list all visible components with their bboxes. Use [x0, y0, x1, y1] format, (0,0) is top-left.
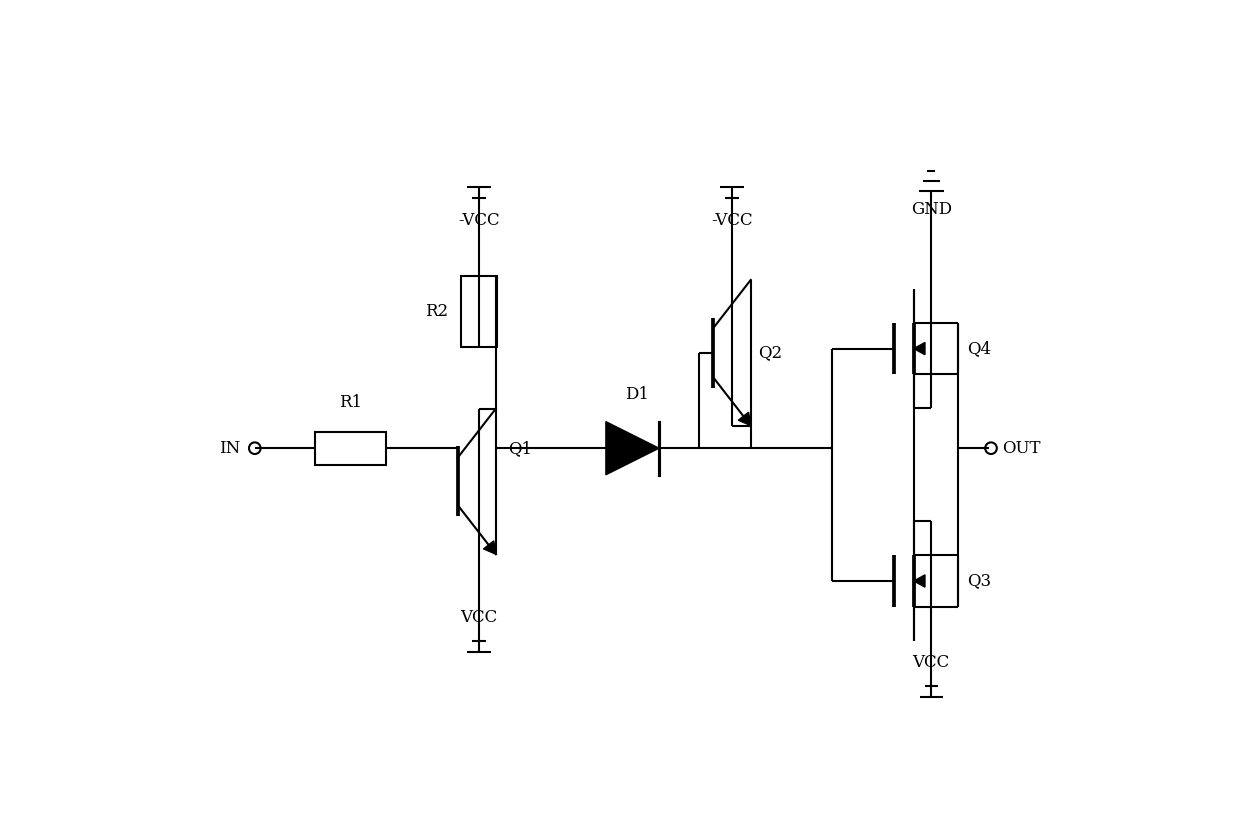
Text: Q4: Q4 [967, 340, 992, 357]
Polygon shape [914, 575, 925, 587]
Text: R1: R1 [339, 394, 362, 411]
Polygon shape [606, 422, 658, 475]
Polygon shape [484, 541, 496, 554]
Text: Q2: Q2 [759, 344, 782, 361]
Text: R2: R2 [425, 303, 448, 320]
Text: -VCC: -VCC [712, 212, 753, 229]
Polygon shape [914, 343, 925, 354]
Text: -VCC: -VCC [458, 212, 500, 229]
Text: D1: D1 [625, 387, 649, 403]
Text: GND: GND [910, 201, 952, 217]
Text: Q3: Q3 [967, 573, 992, 589]
Text: IN: IN [218, 440, 239, 457]
Polygon shape [738, 413, 750, 426]
Bar [460, 276, 497, 347]
Text: VCC: VCC [913, 655, 950, 671]
Text: Q1: Q1 [508, 440, 532, 457]
Text: OUT: OUT [1002, 440, 1040, 457]
Text: VCC: VCC [460, 609, 497, 626]
Bar [315, 432, 386, 465]
